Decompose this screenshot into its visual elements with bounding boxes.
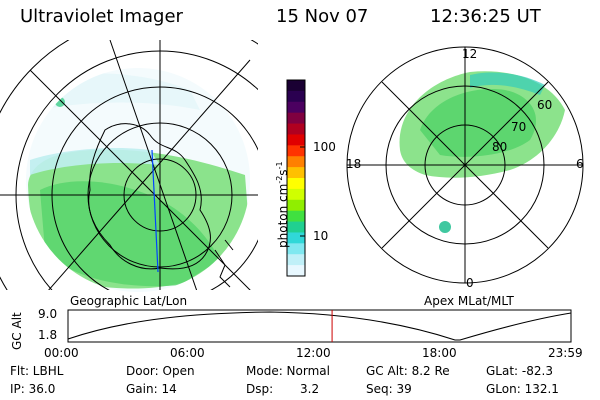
colorbar-border xyxy=(286,79,306,277)
colorbar-swatch xyxy=(287,243,305,255)
gain-info: Gain: 14 xyxy=(126,382,177,396)
colorbar-swatch xyxy=(287,145,305,157)
mlt-label-6: 6 xyxy=(576,157,584,171)
time-label: 12:36:25 UT xyxy=(430,6,541,27)
right-panel-caption: Apex MLat/MLT xyxy=(424,294,514,308)
colorbar-tick-10: 10 xyxy=(313,229,329,243)
magnetic-image-panel xyxy=(346,46,584,284)
filter-info: Flt: LBHL xyxy=(10,364,64,378)
left-panel-caption: Geographic Lat/Lon xyxy=(70,294,188,308)
colorbar-swatch xyxy=(287,156,305,168)
mlt-label-18: 18 xyxy=(346,157,362,171)
mlt-label-12: 12 xyxy=(462,47,478,61)
unit-sup-area: -2 xyxy=(275,175,284,184)
colorbar-swatch xyxy=(287,134,305,146)
time-tick-0600: 06:00 xyxy=(170,346,205,360)
colorbar-swatch xyxy=(287,265,305,277)
instrument-title: Ultraviolet Imager xyxy=(20,6,183,27)
altitude-ylabel: GC Alt xyxy=(10,312,24,350)
unit-s: s xyxy=(276,169,290,176)
colorbar-swatch xyxy=(287,112,305,125)
date-label: 15 Nov 07 xyxy=(276,6,369,27)
altitude-plot xyxy=(67,309,572,343)
colorbar-swatch xyxy=(287,254,305,266)
mlt-label-0: 0 xyxy=(466,276,474,290)
unit-sup-time: -1 xyxy=(275,161,284,170)
colorbar-swatch xyxy=(287,199,305,212)
altitude-ytick-min: 1.8 xyxy=(38,328,58,342)
colorbar-swatch xyxy=(287,221,305,233)
mode-info: Mode: Normal xyxy=(246,364,330,378)
colorbar-swatch xyxy=(287,167,305,179)
colorbar-tick-100: 100 xyxy=(313,140,336,154)
mlat-label-60: 60 xyxy=(537,98,553,112)
colorbar-swatch xyxy=(287,232,305,244)
mlat-label-70: 70 xyxy=(511,120,527,134)
time-tick-2359: 23:59 xyxy=(548,346,583,360)
glon-info: GLon: 132.1 xyxy=(486,382,559,396)
mlat-label-80: 80 xyxy=(492,140,508,154)
colorbar-swatch xyxy=(287,101,305,114)
altitude-ytick-max: 9.0 xyxy=(38,307,58,321)
dsp-info-label: Dsp: xyxy=(246,382,274,396)
colorbar-swatch xyxy=(287,178,305,190)
colorbar-swatch xyxy=(287,80,305,92)
time-tick-1800: 18:00 xyxy=(422,346,457,360)
unit-photon: photon cm xyxy=(276,183,290,248)
seq-info: Seq: 39 xyxy=(366,382,412,396)
time-tick-1200: 12:00 xyxy=(296,346,331,360)
colorbar-swatch xyxy=(287,210,305,223)
dsp-info-value: 3.2 xyxy=(300,382,320,396)
ip-info: IP: 36.0 xyxy=(10,382,56,396)
colorbar-swatch xyxy=(287,90,305,103)
gc-alt-info: GC Alt: 8.2 Re xyxy=(366,364,450,378)
colorbar xyxy=(286,79,306,277)
colorbar-swatch xyxy=(287,123,305,135)
colorbar-unit-label: photon cm-2s-1 xyxy=(275,161,290,248)
door-info: Door: Open xyxy=(126,364,195,378)
colorbar-swatch xyxy=(287,188,305,201)
time-tick-0000: 00:00 xyxy=(44,346,79,360)
glat-info: GLat: -82.3 xyxy=(486,364,553,378)
